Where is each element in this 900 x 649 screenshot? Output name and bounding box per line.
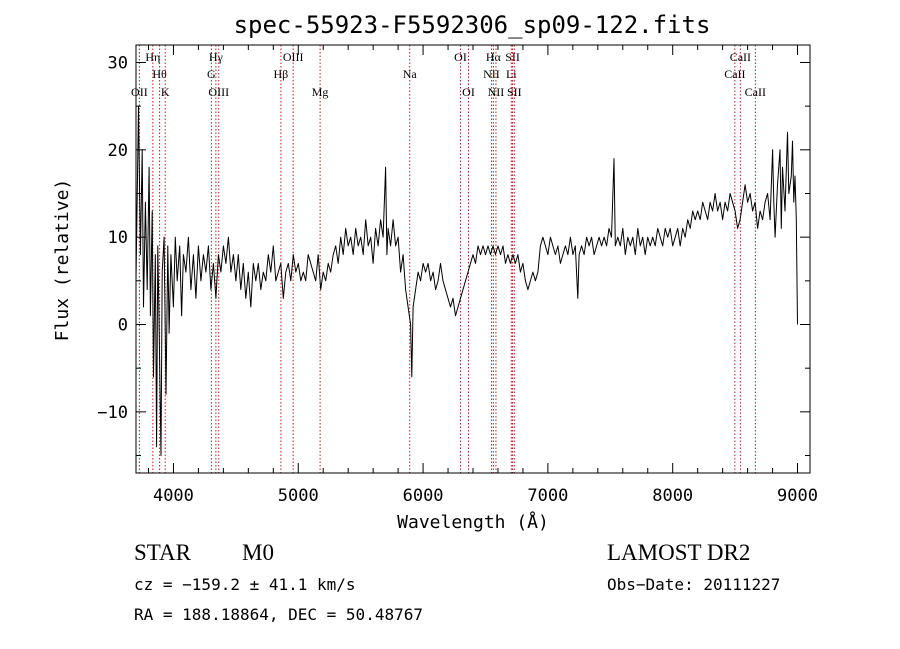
spectral-line-label: Mg — [312, 85, 329, 99]
spectral-line-label: K — [161, 85, 170, 99]
x-tick-label: 7000 — [527, 486, 568, 506]
chart-title: spec-55923-F5592306_sp09-122.fits — [234, 11, 711, 39]
y-tick-label: 20 — [108, 141, 128, 161]
spectral-line-label: Li — [506, 67, 517, 81]
y-tick-label: 0 — [118, 316, 128, 336]
spectral-line-label: SII — [505, 50, 520, 64]
x-tick-label: 8000 — [652, 486, 693, 506]
spectral-line-label: CaII — [724, 67, 745, 81]
y-axis: −10 0 10 20 30 — [97, 53, 810, 457]
spectrum-line — [135, 105, 798, 456]
spectrum-series — [135, 105, 798, 456]
spectral-line-label: CaII — [730, 50, 751, 64]
spectral-line-label: OI — [454, 50, 467, 64]
object-subclass: M0 — [242, 540, 274, 565]
y-tick-label: 30 — [108, 53, 128, 73]
x-tick-label: 5000 — [278, 486, 319, 506]
object-class: STAR — [134, 540, 192, 565]
spectral-line-label: Hγ — [209, 50, 224, 64]
x-axis: 4000 5000 6000 7000 8000 9000 — [147, 45, 818, 506]
spectral-line-label: Hη — [145, 50, 160, 64]
spectral-line-markers: OIIHηHθKGHγOIIIHβOIIIMgNaOIOINIIHαNIILiS… — [131, 45, 766, 473]
redshift-text: cz = −159.2 ± 41.1 km/s — [134, 575, 356, 594]
y-axis-label: Flux (relative) — [52, 179, 73, 342]
spectral-line-label: Hθ — [152, 67, 167, 81]
spectral-line-label: OIII — [208, 85, 229, 99]
spectral-line-label: NII — [488, 85, 505, 99]
spectral-line-label: OI — [462, 85, 475, 99]
spectral-line-label: Na — [403, 67, 418, 81]
spectral-line-label: G — [207, 67, 216, 81]
spectral-line-label: OIII — [283, 50, 304, 64]
spectral-line-label: NII — [483, 67, 500, 81]
survey-name: LAMOST DR2 — [607, 540, 750, 565]
y-tick-label: 10 — [108, 228, 128, 248]
spectral-line-label: SII — [507, 85, 522, 99]
plot-frame — [135, 44, 811, 474]
x-tick-label: 6000 — [403, 486, 444, 506]
x-tick-label: 4000 — [153, 486, 194, 506]
spectral-line-label: OII — [131, 85, 148, 99]
coordinates-text: RA = 188.18864, DEC = 50.48767 — [134, 605, 423, 624]
spectral-line-label: CaII — [745, 85, 766, 99]
y-tick-label: −10 — [97, 403, 128, 423]
spectral-line-label: Hα — [486, 50, 502, 64]
x-axis-label: Wavelength (Å) — [397, 511, 549, 533]
spectral-line-label: Hβ — [274, 67, 289, 81]
x-tick-label: 9000 — [777, 486, 818, 506]
obs-date-text: Obs−Date: 20111227 — [607, 575, 780, 594]
